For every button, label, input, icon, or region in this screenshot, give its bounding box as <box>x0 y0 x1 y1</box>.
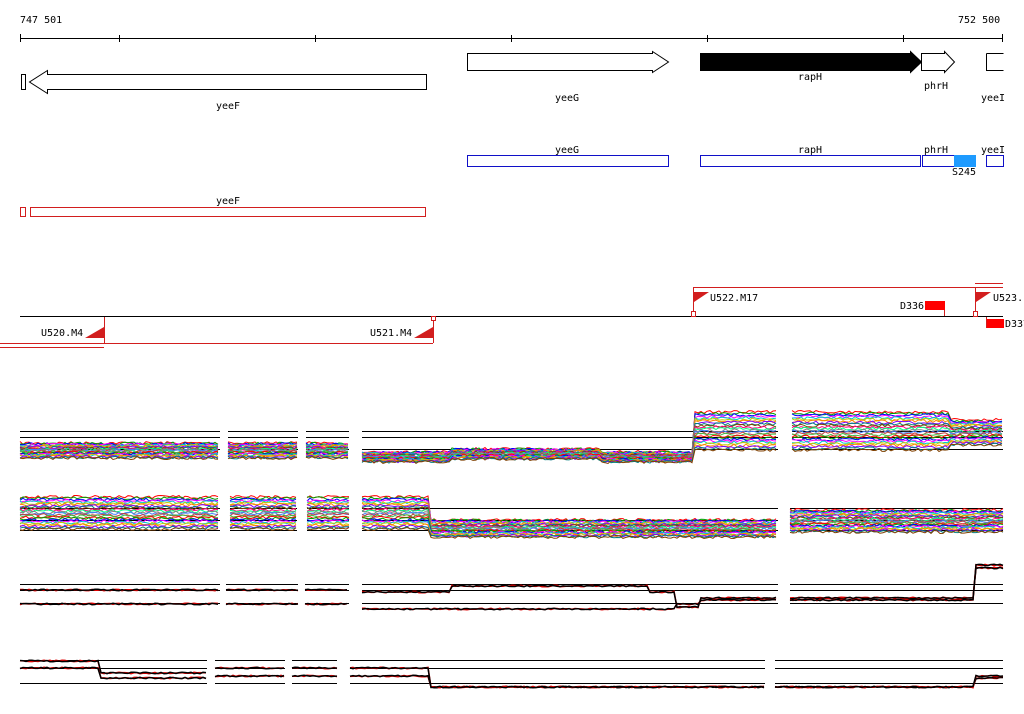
gene-label-yeeG: yeeG <box>555 93 579 104</box>
expression-profile-tracks <box>19 409 1004 689</box>
tu-D337[interactable]: D337 <box>986 317 1024 330</box>
feature-fwd-label-yeeG: yeeG <box>555 145 579 156</box>
tu-U520-M4[interactable]: U520.M4 <box>0 317 105 348</box>
gene-label-rapH: rapH <box>798 72 822 83</box>
tu-label-U523: U523. <box>993 293 1023 304</box>
expression-track-forward-summary <box>19 563 1004 611</box>
reverse-feature-track: yeeF <box>20 196 426 217</box>
coordinate-ruler: 747 501 752 500 <box>20 15 1003 42</box>
gene-rapH[interactable]: rapH <box>700 50 923 84</box>
expression-track-forward-multicolor <box>19 409 1003 465</box>
gene-label-yeeI: yeeI <box>981 93 1005 104</box>
feature-label-S245: S245 <box>952 167 976 178</box>
feature-fwd-label-rapH: rapH <box>798 145 822 156</box>
feature-rev-label-yeeF: yeeF <box>216 196 240 207</box>
gene-yeeG[interactable]: yeeG <box>467 50 670 105</box>
tu-label-D336: D336 <box>900 301 924 312</box>
tu-label-U522-M17: U522.M17 <box>710 293 758 304</box>
feature-fwd-yeeI[interactable]: yeeI <box>981 145 1005 167</box>
feature-fwd-label-yeeI: yeeI <box>981 145 1005 156</box>
expression-track-reverse-multicolor <box>19 494 1004 540</box>
gene-yeeI[interactable]: yeeI <box>981 53 1005 105</box>
gene-phrH[interactable]: phrH <box>921 50 956 93</box>
annotated-gene-track: yeeF yeeG rapH phrH yeeI <box>21 50 1005 113</box>
feature-fwd-yeeG[interactable]: yeeG <box>467 145 669 167</box>
forward-feature-track: yeeG rapH phrH S245 yeeI <box>467 145 1005 178</box>
feature-rev-yeeF[interactable]: yeeF <box>20 196 426 217</box>
gene-label-phrH: phrH <box>924 81 948 92</box>
tu-label-U521-M4: U521.M4 <box>370 328 412 339</box>
ruler-start-label: 747 501 <box>20 15 62 26</box>
gene-yeeF[interactable]: yeeF <box>21 69 427 113</box>
tu-U522-M17[interactable]: U522.M17 <box>691 287 1004 317</box>
ruler-end-label: 752 500 <box>958 15 1000 26</box>
transcription-unit-track: U522.M17 U523. D336 D337 U520.M4 <box>0 283 1024 348</box>
expression-track-reverse-summary <box>19 659 1004 689</box>
tu-D336[interactable]: D336 <box>900 301 945 316</box>
tu-U523[interactable]: U523. <box>973 283 1024 317</box>
feature-fwd-rapH[interactable]: rapH <box>700 145 921 167</box>
tu-U521-M4[interactable]: U521.M4 <box>104 316 436 344</box>
feature-fwd-label-phrH: phrH <box>924 145 948 156</box>
feature-S245[interactable] <box>954 155 976 167</box>
gene-label-yeeF: yeeF <box>216 101 240 112</box>
feature-fwd-phrH[interactable]: phrH S245 <box>922 145 977 178</box>
tu-label-U520-M4: U520.M4 <box>41 328 83 339</box>
tu-label-D337: D337 <box>1005 319 1024 330</box>
